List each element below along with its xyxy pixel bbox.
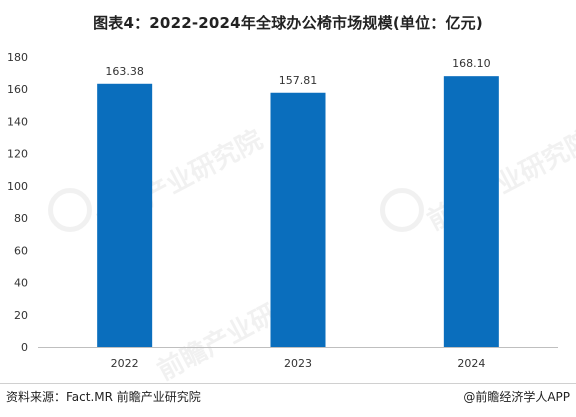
y-tick-label: 80 [14,212,28,225]
x-tick-label-2024: 2024 [457,357,485,370]
y-tick-label: 40 [14,277,28,290]
y-tick-label: 120 [7,148,28,161]
source-note: 资料来源：Fact.MR 前瞻产业研究院 [6,390,201,404]
chart-title: 图表4：2022-2024年全球办公椅市场规模(单位：亿元) [93,14,483,32]
y-tick-label: 160 [7,83,28,96]
bar-2022 [97,83,153,347]
y-tick-label: 140 [7,115,28,128]
x-axis: 2022 2023 2024 [38,347,558,370]
data-label-2022: 163.38 [105,65,144,78]
y-tick-label: 0 [21,341,28,354]
y-tick-label: 20 [14,309,28,322]
x-tick-label-2023: 2023 [284,357,312,370]
footer-divider [0,383,576,384]
y-tick-label: 100 [7,180,28,193]
y-tick-label: 180 [7,51,28,64]
y-axis: 0 20 40 60 80 100 120 140 160 180 [7,51,28,354]
data-label-2023: 157.81 [279,74,318,87]
bars: 163.38 157.81 168.10 [97,57,499,348]
brand-note: @前瞻经济学人APP [463,390,570,404]
bar-chart: 0 20 40 60 80 100 120 140 160 180 163.38 157.81 168… [7,51,558,370]
bar-2024 [443,76,499,347]
x-tick-label-2022: 2022 [111,357,139,370]
bar-2023 [270,92,326,348]
y-tick-label: 60 [14,244,28,257]
data-label-2024: 168.10 [452,57,491,70]
